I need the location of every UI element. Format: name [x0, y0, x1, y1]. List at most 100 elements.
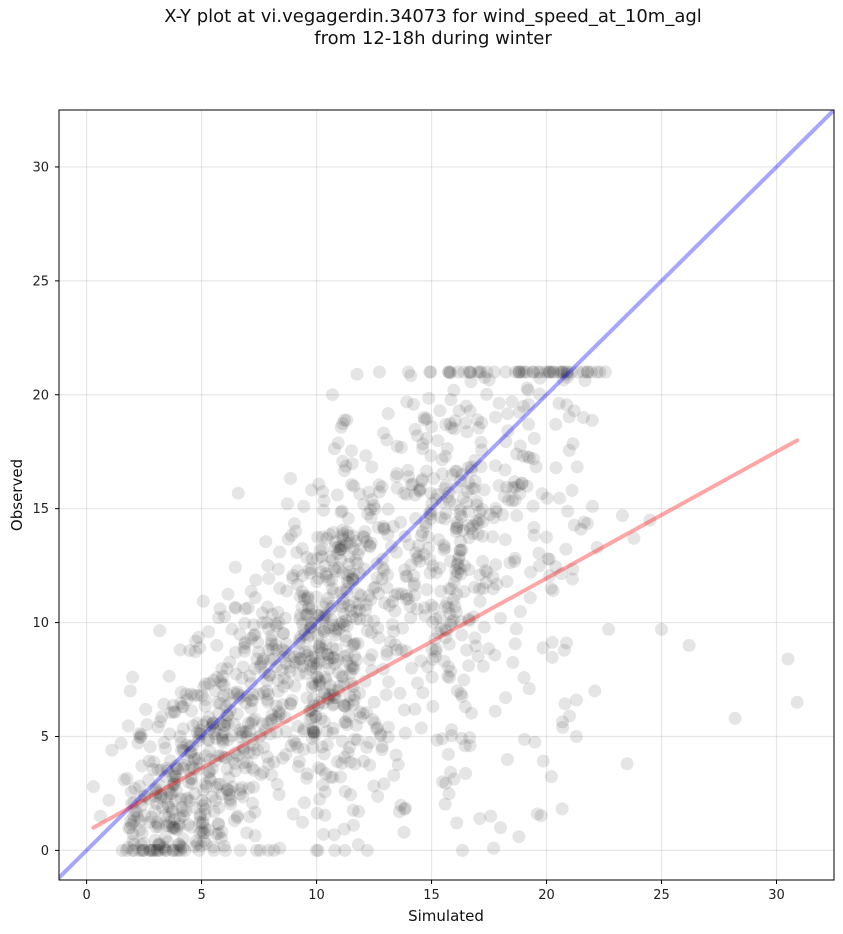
data-point	[301, 631, 315, 645]
data-point	[174, 792, 188, 806]
data-point	[585, 413, 599, 427]
data-point	[189, 634, 203, 648]
data-point	[486, 530, 500, 544]
data-point	[416, 525, 429, 539]
data-point	[238, 616, 252, 630]
data-point	[319, 637, 333, 651]
data-point	[265, 713, 279, 726]
data-point	[339, 715, 353, 729]
data-point	[293, 652, 307, 665]
data-point	[176, 804, 190, 818]
data-point	[152, 820, 166, 834]
data-point	[122, 821, 136, 835]
data-point	[198, 699, 212, 713]
data-point	[346, 659, 360, 673]
data-point	[300, 691, 314, 705]
data-point	[307, 692, 320, 706]
data-point	[546, 365, 560, 379]
data-point	[248, 805, 262, 819]
data-point	[312, 678, 326, 692]
data-point	[343, 536, 357, 550]
data-point	[153, 843, 167, 857]
data-point	[420, 431, 433, 445]
data-point	[302, 644, 316, 658]
data-point	[473, 365, 487, 379]
data-point	[148, 833, 162, 847]
data-point	[513, 487, 527, 501]
data-point	[408, 702, 422, 716]
data-point	[179, 687, 193, 701]
data-point	[450, 521, 463, 535]
data-point	[271, 605, 285, 619]
data-point	[398, 563, 412, 577]
data-point	[126, 834, 140, 848]
data-point	[247, 780, 260, 794]
data-point	[359, 603, 372, 617]
data-point	[193, 727, 207, 741]
data-point	[377, 777, 391, 791]
data-point	[270, 660, 284, 674]
x-tick-label: 25	[653, 888, 670, 903]
data-point	[414, 721, 428, 735]
data-point	[347, 479, 361, 493]
data-point	[386, 520, 400, 533]
data-point	[498, 463, 512, 477]
data-point	[512, 830, 526, 844]
data-point	[450, 684, 464, 698]
data-point	[326, 651, 340, 665]
data-point	[217, 839, 231, 853]
data-point	[283, 660, 297, 674]
data-point	[431, 488, 445, 501]
data-point	[439, 776, 453, 790]
data-point	[336, 566, 349, 580]
data-point	[121, 719, 135, 733]
data-point	[147, 755, 161, 769]
data-point	[403, 599, 417, 613]
data-point	[243, 669, 257, 683]
data-point	[464, 366, 478, 380]
data-point	[133, 731, 147, 745]
data-point	[150, 786, 164, 799]
data-point	[365, 648, 379, 662]
data-point	[317, 494, 331, 508]
data-point	[394, 515, 408, 529]
data-point	[212, 801, 226, 815]
data-point	[280, 584, 294, 598]
data-point	[212, 611, 226, 625]
data-point	[353, 603, 367, 617]
data-point	[257, 686, 271, 700]
data-point	[132, 727, 146, 741]
data-point	[576, 411, 590, 424]
data-point	[383, 635, 397, 649]
data-point	[206, 718, 219, 731]
data-point	[314, 712, 328, 726]
data-point	[199, 677, 212, 691]
data-point	[540, 491, 554, 505]
data-point	[256, 654, 270, 668]
data-point	[408, 577, 422, 591]
data-point	[193, 816, 207, 829]
data-point	[437, 538, 451, 552]
data-point	[331, 561, 345, 575]
data-point	[463, 404, 477, 418]
data-point	[165, 803, 179, 817]
grid	[59, 110, 834, 880]
data-point	[135, 826, 149, 840]
data-point	[513, 365, 527, 379]
data-point	[203, 753, 217, 766]
data-point	[230, 685, 244, 699]
data-point	[319, 673, 333, 687]
data-point	[402, 365, 415, 379]
data-point	[331, 540, 345, 554]
data-point	[447, 593, 461, 607]
data-point	[209, 731, 223, 745]
data-point	[276, 751, 290, 765]
data-point	[213, 777, 227, 791]
data-point	[204, 773, 217, 787]
data-point	[314, 646, 328, 660]
data-point	[460, 425, 474, 439]
data-point	[353, 542, 367, 556]
data-point	[244, 631, 258, 645]
data-point	[598, 365, 612, 379]
data-point	[171, 762, 185, 776]
